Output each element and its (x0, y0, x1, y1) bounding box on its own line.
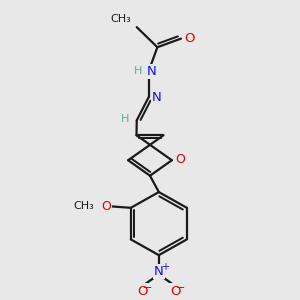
Text: O: O (137, 284, 147, 298)
Text: +: + (161, 262, 169, 272)
Text: O: O (170, 284, 181, 298)
Text: CH₃: CH₃ (111, 14, 131, 24)
Text: N: N (152, 91, 162, 104)
Text: H: H (121, 114, 129, 124)
Text: O: O (184, 32, 194, 45)
Text: O: O (175, 153, 185, 166)
Text: O: O (101, 200, 111, 213)
Text: N: N (154, 265, 164, 278)
Text: −: − (176, 283, 185, 293)
Text: H: H (134, 66, 142, 76)
Text: CH₃: CH₃ (73, 201, 94, 212)
Text: N: N (147, 65, 157, 78)
Text: −: − (143, 283, 153, 293)
